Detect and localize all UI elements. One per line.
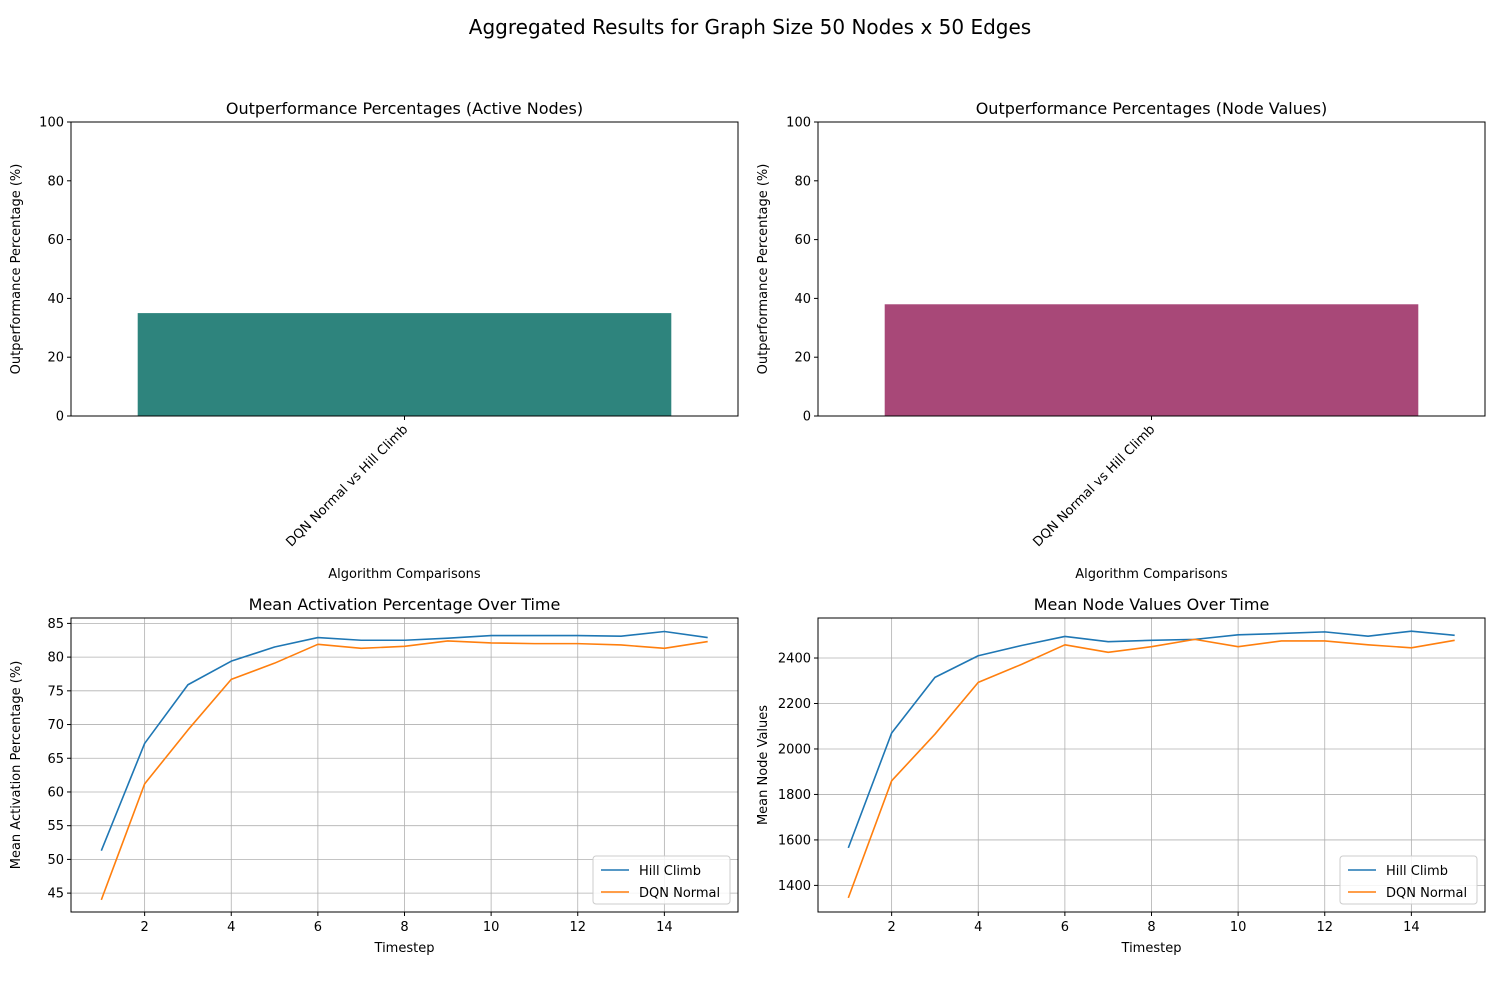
x-tick-label: DQN Normal vs Hill Climb [283, 422, 411, 550]
y-tick-label: 60 [794, 233, 811, 248]
chart-title: Mean Node Values Over Time [1034, 595, 1270, 614]
y-tick-label: 100 [786, 116, 811, 131]
y-tick-label: 60 [47, 233, 64, 248]
x-tick-label: 12 [1316, 920, 1333, 935]
x-tick-label: 12 [569, 920, 586, 935]
y-tick-label: 2200 [778, 697, 811, 712]
chart-panel-3: Mean Activation Percentage Over Time 2 4 6 8… [9, 595, 739, 956]
x-tick-label: 8 [400, 920, 408, 935]
y-tick-label: 80 [47, 174, 64, 189]
y-tick-label: 20 [47, 351, 64, 366]
x-axis-label: Algorithm Comparisons [328, 567, 481, 582]
y-tick-label: 45 [47, 887, 64, 902]
y-tick-label: 1600 [778, 833, 811, 848]
x-axis-label: Timestep [374, 941, 435, 956]
x-tick-label: 6 [314, 920, 322, 935]
plot-frame [817, 121, 1486, 417]
y-tick-label: 100 [39, 116, 64, 131]
y-tick-label: 40 [47, 292, 64, 307]
x-tick-label: 6 [1061, 920, 1069, 935]
y-tick-label: 40 [794, 292, 811, 307]
chart-panel-4: Mean Node Values Over Time 2 4 6 8 10 12 14 1400… [756, 595, 1486, 956]
y-axis-label: Mean Activation Percentage (%) [9, 661, 24, 870]
y-tick-label: 2000 [778, 742, 811, 757]
chart-title: Mean Activation Percentage Over Time [249, 595, 561, 614]
y-tick-label: 60 [47, 785, 64, 800]
x-tick-label: 10 [1230, 920, 1247, 935]
plot-frame [70, 617, 739, 913]
bar [884, 304, 1419, 416]
legend-label: Hill Climb [1386, 864, 1448, 879]
y-tick-label: 1800 [778, 788, 811, 803]
y-axis-label: Mean Node Values [756, 705, 771, 825]
series-line-2 [100, 640, 708, 901]
plot-frame [70, 121, 739, 417]
figure-title: Aggregated Results for Graph Size 50 Nod… [468, 15, 1032, 39]
series-line-1 [847, 630, 1455, 849]
x-tick-label: 2 [140, 920, 148, 935]
y-tick-label: 20 [794, 351, 811, 366]
y-tick-label: 0 [803, 410, 811, 425]
x-tick-label: 14 [656, 920, 673, 935]
x-axis-label: Timestep [1121, 941, 1182, 956]
plot-frame [817, 617, 1486, 913]
x-tick-label: 10 [483, 920, 500, 935]
y-tick-label: 75 [47, 684, 64, 699]
bar [137, 313, 672, 416]
chart-panel-2: Outperformance Percentages (Node Values)… [756, 99, 1486, 582]
x-tick-label: DQN Normal vs Hill Climb [1030, 422, 1158, 550]
series-line-1 [100, 630, 708, 851]
x-axis-label: Algorithm Comparisons [1075, 567, 1228, 582]
y-tick-label: 2400 [778, 652, 811, 667]
y-tick-label: 70 [47, 718, 64, 733]
x-tick-label: 4 [227, 920, 235, 935]
chart-panel-1: Outperformance Percentages (Active Nodes… [9, 99, 739, 582]
y-axis-label: Outperformance Percentage (%) [756, 164, 771, 375]
y-tick-label: 1400 [778, 879, 811, 894]
chart-title: Outperformance Percentages (Active Nodes… [226, 99, 583, 118]
x-tick-label: 8 [1147, 920, 1155, 935]
x-tick-label: 14 [1403, 920, 1420, 935]
y-axis-label: Outperformance Percentage (%) [9, 164, 24, 375]
x-tick-label: 2 [887, 920, 895, 935]
x-tick-label: 4 [974, 920, 982, 935]
y-tick-label: 80 [794, 174, 811, 189]
y-tick-label: 65 [47, 752, 64, 767]
legend-label: DQN Normal [639, 886, 720, 901]
legend-label: Hill Climb [639, 864, 701, 879]
chart-title: Outperformance Percentages (Node Values) [976, 99, 1328, 118]
y-tick-label: 55 [47, 819, 64, 834]
y-tick-label: 50 [47, 853, 64, 868]
series-line-2 [847, 638, 1455, 899]
y-tick-label: 85 [47, 617, 64, 632]
legend-label: DQN Normal [1386, 886, 1467, 901]
y-tick-label: 80 [47, 651, 64, 666]
y-tick-label: 0 [56, 410, 64, 425]
